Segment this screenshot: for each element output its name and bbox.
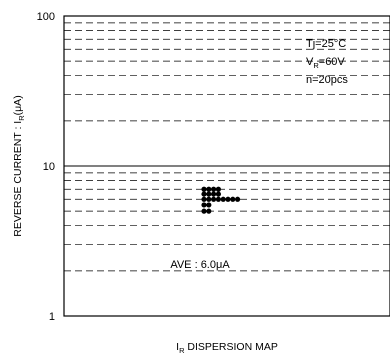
data-point — [206, 202, 212, 208]
plot-frame — [63, 15, 390, 317]
y-tick-labels: 1 10 100 — [37, 11, 55, 323]
data-point — [215, 196, 221, 202]
data-point — [225, 196, 231, 202]
condition-vr-sub: R — [313, 61, 319, 70]
data-point — [211, 191, 217, 197]
x-axis-label: IR DISPERSION MAP — [176, 341, 278, 355]
y-axis-label: REVERSE CURRENT : IR(μA) — [12, 95, 26, 236]
condition-tj: Tj=25°C — [306, 38, 346, 50]
average-label: AVE : 6.0μA — [170, 259, 230, 271]
data-point — [215, 191, 221, 197]
y-tick-label: 1 — [49, 311, 55, 323]
y-tick-label: 100 — [37, 11, 55, 23]
data-point — [215, 186, 221, 192]
data-point — [220, 196, 226, 202]
data-point — [211, 196, 217, 202]
data-point — [206, 186, 212, 192]
condition-n: n=20pcs — [306, 74, 348, 86]
y-axis-label-sub: R — [17, 115, 26, 121]
data-point — [230, 196, 236, 202]
data-point — [201, 191, 207, 197]
y-tick-label: 10 — [43, 161, 55, 173]
data-point — [201, 208, 207, 214]
grid-layer — [64, 22, 390, 272]
data-point — [206, 196, 212, 202]
data-points — [201, 186, 241, 214]
data-point — [206, 208, 212, 214]
x-axis-label-sub: R — [179, 346, 185, 355]
condition-vr: VR=60V — [306, 56, 345, 70]
data-point — [211, 186, 217, 192]
data-point — [201, 202, 207, 208]
data-point — [201, 196, 207, 202]
data-point — [235, 196, 241, 202]
data-point — [206, 191, 212, 197]
data-point — [201, 186, 207, 192]
